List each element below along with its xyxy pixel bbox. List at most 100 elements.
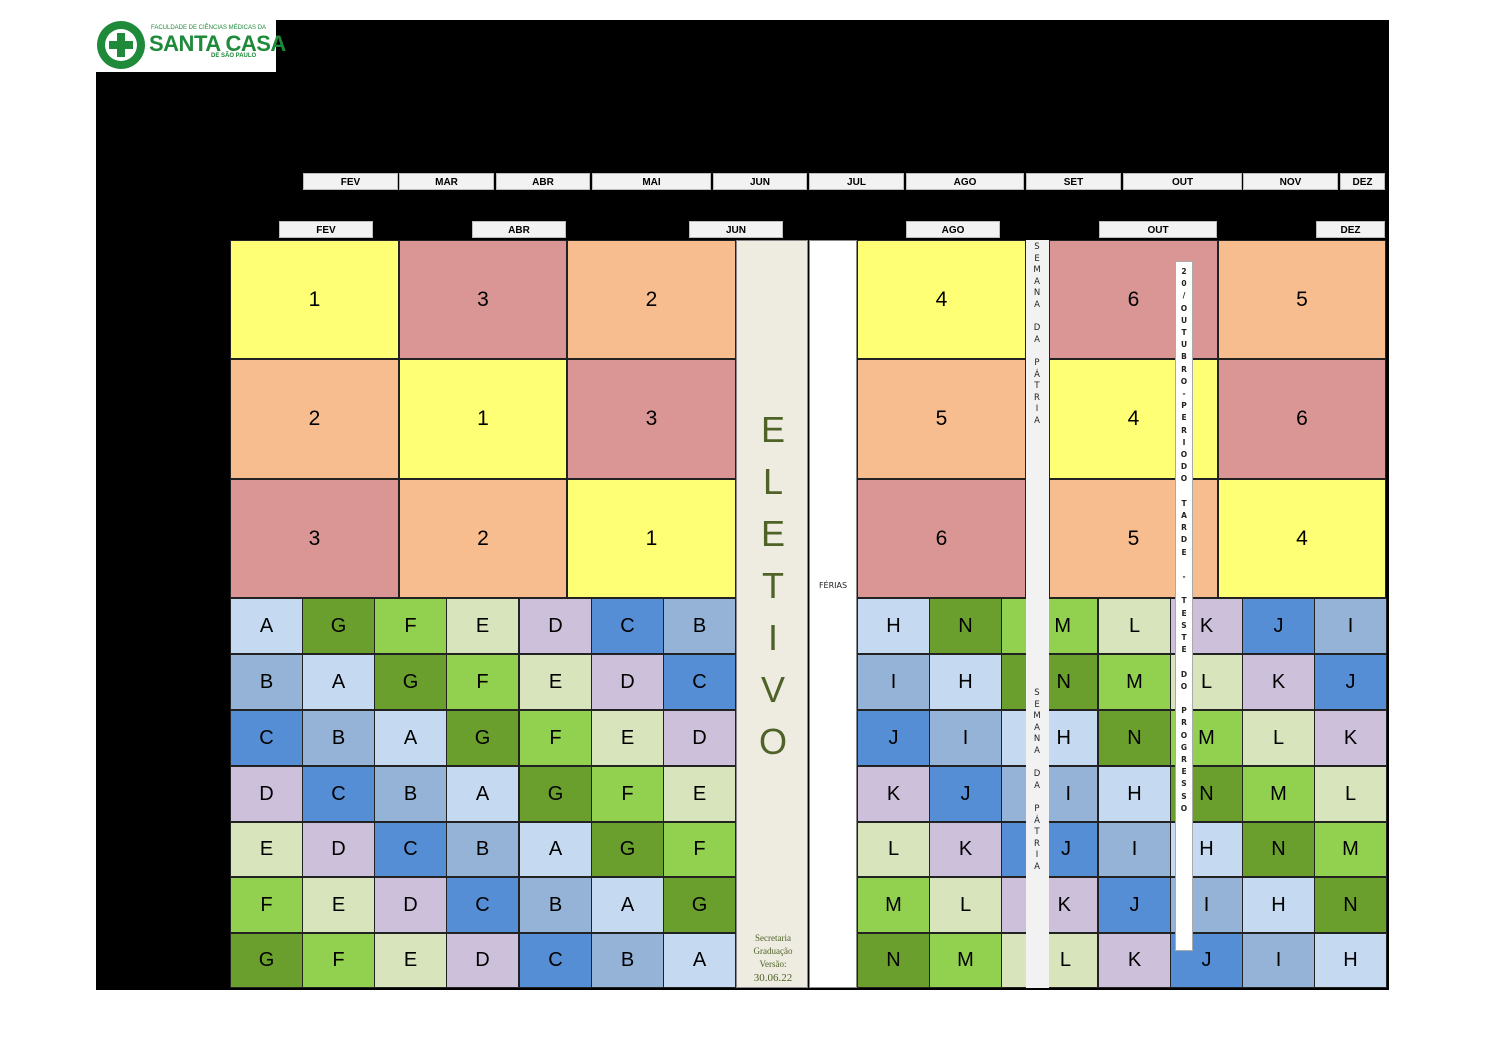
group-cell: N [1314, 877, 1387, 933]
progresso-label: 2 0/O U T U B R O - P E R I O D O T A R D E - T E S T E D O P R O G R E S S O [1178, 266, 1190, 815]
semana-patria-strip [1026, 240, 1049, 988]
group-cell: H [1001, 710, 1098, 766]
logo-line1: FACULDADE DE CIÊNCIAS MÉDICAS DA [151, 25, 267, 31]
group-cell: K [929, 822, 1002, 877]
group-cell: B [663, 598, 736, 654]
vertical-char: A [1034, 415, 1040, 426]
vertical-char: - [1182, 572, 1186, 582]
group-cell: F [519, 710, 592, 766]
group-cell: I [929, 710, 1002, 766]
group-cell: D [230, 766, 303, 822]
group-cell: I [1001, 766, 1098, 822]
group-cell: I [1314, 598, 1387, 654]
vertical-char: T [1181, 498, 1187, 508]
month-label-top: MAI [592, 173, 711, 190]
vertical-char: I [1182, 437, 1186, 447]
group-cell: H [1314, 933, 1387, 988]
eletivo-letter: T [762, 565, 784, 606]
eletivo-letter: V [760, 669, 785, 710]
group-cell: A [663, 933, 736, 988]
vertical-char: A [1034, 780, 1040, 791]
logo-line2: SANTA CASA [149, 31, 286, 56]
vertical-char: R [1181, 523, 1187, 533]
secretaria-text: Secretaria [755, 933, 791, 943]
ferias-label: FÉRIAS [818, 581, 848, 590]
group-cell: E [591, 710, 664, 766]
group-cell: F [591, 766, 664, 822]
group-cell: I [1242, 933, 1315, 988]
group-cell: L [929, 877, 1002, 933]
group-cell: C [374, 822, 447, 877]
vertical-char: A [1034, 722, 1040, 733]
group-cell: C [302, 766, 375, 822]
vertical-char: E [1181, 413, 1187, 423]
group-cell: A [230, 598, 303, 654]
vertical-char: E [1034, 699, 1040, 710]
group-cell: K [1242, 654, 1315, 710]
group-cell: L [1242, 710, 1315, 766]
block-cell: 3 [230, 479, 399, 598]
group-cell: C [519, 933, 592, 988]
vertical-char: A [1034, 276, 1040, 287]
vertical-char: D [1180, 669, 1188, 679]
group-cell: N [1242, 822, 1315, 877]
vertical-char: P [1034, 803, 1040, 814]
group-cell: K [857, 766, 930, 822]
vertical-char: N [1033, 734, 1041, 745]
group-cell: E [663, 766, 736, 822]
group-cell: G [302, 598, 375, 654]
group-cell: M [1001, 598, 1098, 654]
block-cell: 1 [230, 240, 399, 359]
eletivo-letter: E [760, 409, 785, 450]
vertical-char: E [1181, 547, 1187, 557]
group-cell: B [519, 877, 592, 933]
month-label-top: SET [1026, 173, 1121, 190]
group-cell: N [1001, 654, 1098, 710]
group-cell: D [663, 710, 736, 766]
vertical-char: T [1034, 381, 1040, 392]
vertical-char: Á [1034, 815, 1040, 826]
vertical-char: R [1181, 425, 1187, 435]
eletivo-letter: O [758, 721, 787, 762]
group-cell: C [663, 654, 736, 710]
block-cell: 3 [399, 240, 567, 359]
group-cell: B [374, 766, 447, 822]
group-cell: E [519, 654, 592, 710]
vertical-char: A [1034, 861, 1040, 872]
group-cell: E [230, 822, 303, 877]
block-cell: 6 [857, 479, 1026, 598]
month-label-top: AGO [906, 173, 1024, 190]
month-label-top: NOV [1243, 173, 1338, 190]
group-cell: L [1098, 598, 1171, 654]
eletivo-letter: I [767, 617, 778, 658]
block-cell: 5 [1218, 240, 1386, 359]
vertical-char: S [1034, 242, 1040, 252]
group-cell: J [857, 710, 930, 766]
vertical-char: S [1034, 688, 1040, 698]
group-cell: F [302, 933, 375, 988]
group-cell: M [1314, 822, 1387, 877]
vertical-char: T [1181, 596, 1187, 606]
progresso-strip [1175, 261, 1193, 951]
block-cell: 4 [1218, 479, 1386, 598]
group-cell: D [446, 933, 519, 988]
group-cell: C [446, 877, 519, 933]
secretaria-text: 30.06.22 [753, 972, 793, 984]
vertical-char: N [1033, 288, 1041, 299]
group-cell: H [929, 654, 1002, 710]
vertical-char: O [1180, 450, 1188, 460]
group-cell: A [591, 877, 664, 933]
eletivo-letter: E [760, 513, 785, 554]
month-label-second: JUN [689, 221, 783, 238]
month-label-second: ABR [472, 221, 566, 238]
month-label-second: AGO [906, 221, 1000, 238]
vertical-char: O [1180, 303, 1188, 313]
group-cell: A [302, 654, 375, 710]
vertical-char: M [1033, 265, 1041, 276]
vertical-char: O [1180, 681, 1188, 691]
vertical-char: E [1181, 645, 1187, 655]
group-cell: F [663, 822, 736, 877]
group-cell: M [1242, 766, 1315, 822]
eletivo-column: E L E T I V O Secretaria Graduação Versão: 30.06.2… [736, 240, 808, 988]
month-label-top: OUT [1123, 173, 1242, 190]
